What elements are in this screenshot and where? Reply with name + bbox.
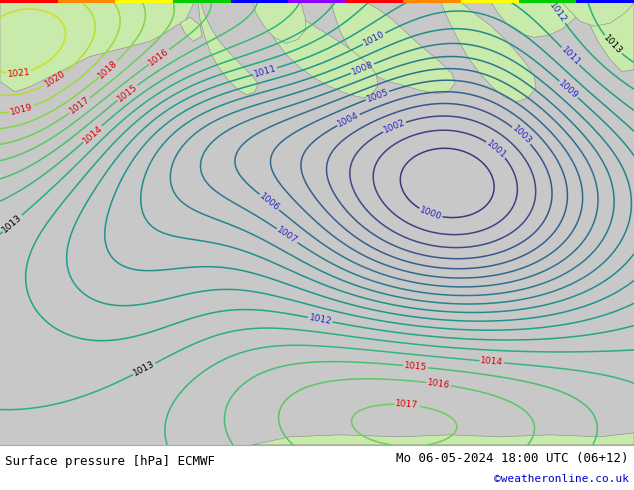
Text: Surface pressure [hPa] ECMWF: Surface pressure [hPa] ECMWF [5,455,215,468]
Text: 1009: 1009 [557,78,580,100]
Polygon shape [0,0,195,92]
Text: Mo 06-05-2024 18:00 UTC (06+12): Mo 06-05-2024 18:00 UTC (06+12) [396,452,629,465]
Polygon shape [560,0,634,26]
Text: 1021: 1021 [7,68,31,79]
Text: 1014: 1014 [81,123,104,145]
Text: 1011: 1011 [559,45,582,68]
Polygon shape [198,0,258,95]
Text: 1012: 1012 [308,313,332,326]
Text: 1019: 1019 [9,102,34,117]
Polygon shape [258,0,378,98]
Text: 1013: 1013 [602,33,624,56]
Polygon shape [252,433,634,445]
Text: 1017: 1017 [68,95,92,116]
Text: 1020: 1020 [43,69,67,89]
Text: 1003: 1003 [510,124,533,147]
Text: 1015: 1015 [404,361,427,372]
Text: 1008: 1008 [350,60,375,77]
Text: 1001: 1001 [484,138,508,160]
Text: 1012: 1012 [547,1,568,25]
Text: 1016: 1016 [427,378,450,390]
Text: 1016: 1016 [147,47,171,68]
Text: 1010: 1010 [362,29,387,48]
Text: 1014: 1014 [480,356,504,368]
Text: 1015: 1015 [115,82,139,103]
Text: 1004: 1004 [336,111,361,129]
Polygon shape [180,17,202,41]
Polygon shape [440,0,536,102]
Polygon shape [252,0,306,44]
Text: 1018: 1018 [96,58,120,80]
Text: 1005: 1005 [365,87,390,104]
Text: 1007: 1007 [275,225,299,246]
Text: 1006: 1006 [257,192,281,213]
Text: 1013: 1013 [132,360,157,378]
Polygon shape [330,0,455,94]
Text: ©weatheronline.co.uk: ©weatheronline.co.uk [494,474,629,484]
Polygon shape [490,0,588,37]
Text: 1017: 1017 [395,399,419,410]
Text: 1013: 1013 [1,213,24,234]
Polygon shape [580,0,634,72]
Text: 1011: 1011 [253,64,277,79]
Text: 1000: 1000 [418,205,443,222]
Text: 1002: 1002 [382,118,406,135]
